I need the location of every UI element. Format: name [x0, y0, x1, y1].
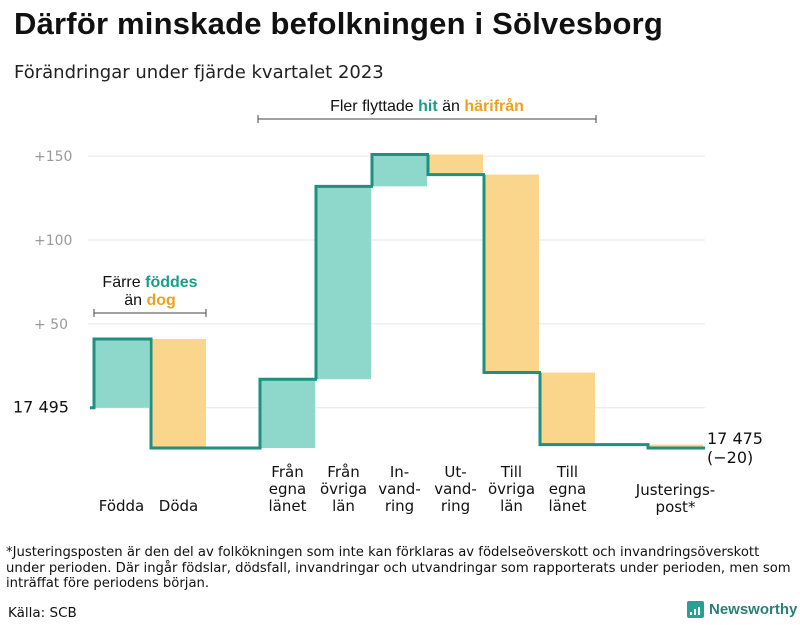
- category-label: länet: [269, 497, 307, 515]
- category-label: länet: [549, 497, 587, 515]
- migration-annotation-between: än: [442, 98, 460, 115]
- bar: [428, 154, 483, 175]
- category-label: post*: [656, 498, 696, 516]
- bar-chart-icon: [687, 601, 704, 618]
- births-annotation-text2: än: [124, 292, 142, 309]
- bar: [94, 338, 149, 408]
- bar: [372, 154, 427, 187]
- bar: [260, 379, 315, 448]
- y-tick-label: +100: [34, 233, 72, 249]
- category-label: Till: [500, 463, 522, 481]
- category-label: län: [500, 497, 523, 515]
- category-label: ring: [385, 497, 414, 515]
- source-credit: Källa: SCB: [8, 605, 77, 621]
- waterfall-chart: +150 +100 + 50 17 495 17 475(−20) Födda Döda F…: [13, 97, 763, 516]
- end-change-label: (−20): [707, 448, 753, 467]
- migration-in-highlight: hit: [418, 98, 438, 115]
- bar: [151, 338, 206, 448]
- migration-annotation-text: Fler flyttade: [330, 98, 414, 115]
- bar: [540, 372, 595, 445]
- category-label: Ut-: [444, 463, 466, 481]
- births-highlight: föddes: [145, 274, 198, 291]
- births-annotation-line1: Färre föddes: [102, 274, 197, 291]
- chart-subtitle: Förändringar under fjärde kvartalet 2023: [14, 62, 384, 83]
- category-label: vand-: [378, 480, 421, 498]
- migration-out-highlight: härifrån: [464, 97, 524, 115]
- category-label: vand-: [434, 480, 477, 498]
- births-annotation-line2: än dog: [124, 292, 176, 309]
- bar: [648, 444, 703, 448]
- end-value-label: 17 475: [707, 429, 763, 448]
- bar: [484, 174, 539, 373]
- category-label: egna: [269, 480, 306, 498]
- category-label: Födda: [99, 497, 145, 515]
- brand-name: Newsworthy: [709, 601, 798, 618]
- category-label: Justerings-: [635, 481, 715, 499]
- bar: [316, 186, 371, 380]
- y-tick-label: + 50: [34, 317, 68, 333]
- category-label: Till: [556, 463, 578, 481]
- category-label: övriga: [320, 480, 367, 498]
- brand-logo[interactable]: Newsworthy: [687, 601, 797, 618]
- category-label: Från: [271, 463, 303, 481]
- births-annotation-text: Färre: [102, 274, 140, 291]
- category-label: län: [332, 497, 355, 515]
- category-label: In-: [390, 463, 409, 481]
- category-label: övriga: [488, 480, 535, 498]
- cumulative-step-line: [90, 152, 705, 450]
- footnote: *Justeringsposten är den del av folkökni…: [6, 545, 791, 591]
- bar-layer: [94, 154, 703, 448]
- chart-title: Därför minskade befolkningen i Sölvesbor…: [14, 6, 663, 41]
- category-label: egna: [549, 480, 586, 498]
- start-value-label: 17 495: [13, 398, 69, 417]
- y-tick-label: +150: [34, 149, 72, 165]
- line-layer: [90, 152, 705, 450]
- deaths-highlight: dog: [146, 292, 175, 309]
- category-label: Från: [327, 463, 359, 481]
- migration-annotation: Fler flyttade hit än härifrån: [330, 97, 524, 115]
- category-label: ring: [441, 497, 470, 515]
- category-label: Döda: [159, 497, 198, 515]
